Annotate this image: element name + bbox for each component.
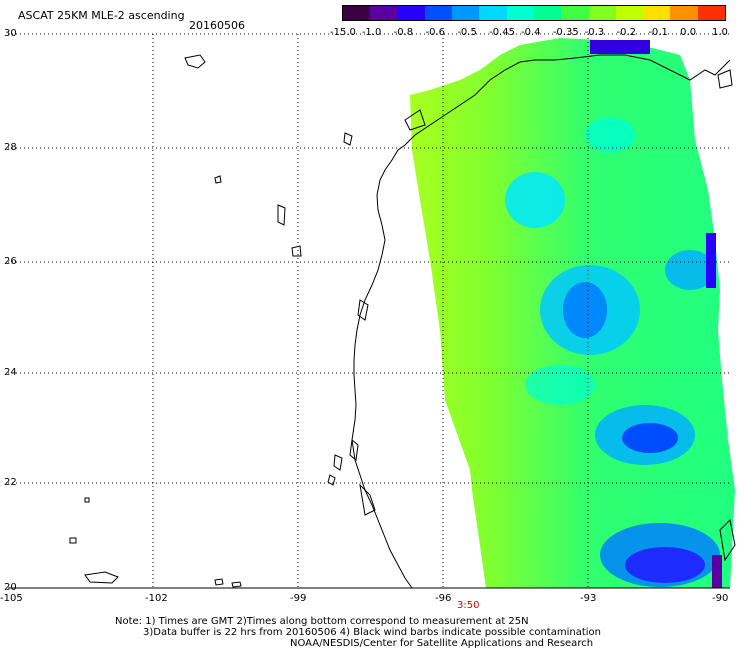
colorbar-cell	[697, 6, 725, 20]
map-date: 20160506	[189, 19, 245, 32]
note-line-1: Note: 1) Times are GMT 2)Times along bot…	[115, 616, 529, 627]
note-line-2: 3)Data buffer is 22 hrs from 20160506 4)…	[143, 627, 601, 638]
note-line-3: NOAA/NESDIS/Center for Satellite Applica…	[290, 638, 594, 649]
map-title: ASCAT 25KM MLE-2 ascending	[18, 9, 185, 22]
colorbar-label: -0.6	[425, 27, 446, 38]
colorbar-label: -0.35	[552, 27, 579, 38]
wind-anomaly-regions	[505, 40, 722, 588]
time-marker: 3:50	[457, 600, 480, 611]
colorbar-label: -0.4	[521, 27, 541, 38]
colorbar-cell	[534, 6, 563, 20]
lat-label: 30	[4, 28, 17, 39]
colorbar-cell	[452, 6, 481, 20]
coastline	[351, 54, 731, 589]
inland-lakes	[69, 54, 353, 588]
colorbar-cell	[670, 6, 699, 20]
colorbar-label: -0.3	[584, 27, 605, 38]
colorbar-label: -0.5	[457, 27, 477, 38]
colorbar-cell	[643, 6, 672, 20]
colorbar-label: -15.0	[330, 27, 356, 38]
colorbar	[342, 5, 726, 21]
lon-label: -99	[290, 593, 307, 604]
colorbar-label: -1.0	[361, 27, 382, 38]
lat-label: 22	[4, 477, 17, 488]
lon-label: -105	[0, 593, 23, 604]
lon-label: -102	[145, 593, 168, 604]
colorbar-cell	[561, 6, 590, 20]
colorbar-cell	[506, 6, 535, 20]
lat-label: 24	[4, 367, 17, 378]
lat-label: 26	[4, 256, 17, 267]
colorbar-label: 1.0	[712, 27, 728, 38]
lon-label: -93	[580, 593, 597, 604]
colorbar-label: -0.45	[489, 27, 516, 38]
colorbar-label: -0.1	[648, 27, 668, 38]
lat-label: 20	[4, 582, 17, 593]
colorbar-cell	[397, 6, 426, 20]
colorbar-cell	[343, 6, 372, 20]
lon-label: -96	[435, 593, 452, 604]
lat-label: 28	[4, 142, 17, 153]
colorbar-cell	[588, 6, 617, 20]
colorbar-cell	[615, 6, 645, 20]
colorbar-label: 0.0	[680, 27, 697, 38]
colorbar-label: -0.8	[393, 27, 414, 38]
lat-lon-grid	[8, 33, 730, 588]
colorbar-cell	[479, 6, 508, 20]
lon-label: -90	[712, 593, 729, 604]
colorbar-label: -0.2	[616, 27, 637, 38]
coastal-features	[327, 69, 736, 562]
colorbar-cell	[424, 6, 454, 20]
colorbar-cell	[370, 6, 399, 20]
